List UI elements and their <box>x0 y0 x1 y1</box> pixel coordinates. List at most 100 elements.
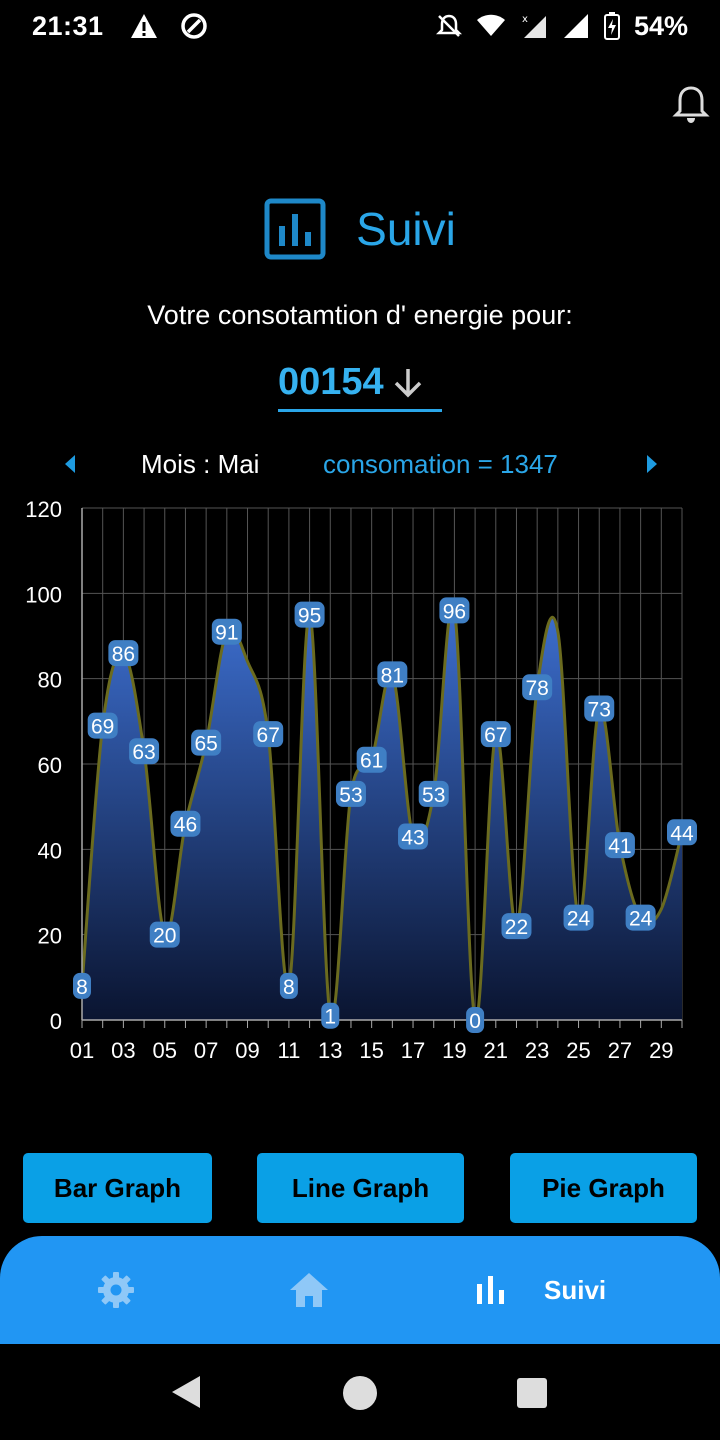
data-label-bg <box>108 640 139 667</box>
data-label: 8 <box>76 976 88 999</box>
data-label-bg <box>170 810 201 837</box>
status-bar: 21:31 x 54% <box>0 0 720 52</box>
page-title: Suivi <box>356 203 456 255</box>
nav-suivi-label: Suivi <box>544 1274 607 1305</box>
month-label: Mois : Mai <box>141 449 260 479</box>
data-label-bg <box>253 721 284 748</box>
data-label: 20 <box>153 925 176 948</box>
arrow-down-icon <box>394 368 421 397</box>
data-label: 96 <box>443 600 466 623</box>
nav-home[interactable] <box>288 1236 330 1344</box>
meter-value: 00154 <box>278 361 384 403</box>
bar-chart-icon <box>477 1276 504 1304</box>
svg-text:x: x <box>522 14 528 25</box>
home-circle-icon[interactable] <box>341 1374 379 1412</box>
data-label-bg <box>604 832 635 859</box>
x-tick-label: 19 <box>442 1038 466 1063</box>
data-saver-icon <box>180 13 207 39</box>
series-area <box>82 605 682 1022</box>
data-label-bg <box>335 780 366 807</box>
data-label: 67 <box>484 724 507 747</box>
system-navigation-bar <box>0 1344 720 1440</box>
previous-month-icon[interactable] <box>60 453 82 475</box>
y-tick-label: 0 <box>50 1009 62 1034</box>
data-label-bg <box>501 913 532 940</box>
page-title-row: Suivi <box>0 198 720 260</box>
battery-charging-icon <box>603 12 620 40</box>
subtitle: Votre consotamtion d' energie pour: <box>147 300 573 330</box>
x-tick-label: 21 <box>484 1038 508 1063</box>
data-label-bg <box>418 780 449 807</box>
y-tick-label: 100 <box>25 582 62 607</box>
x-tick-label: 07 <box>194 1038 218 1063</box>
data-label: 95 <box>298 605 321 628</box>
x-tick-label: 29 <box>649 1038 673 1063</box>
recents-icon[interactable] <box>516 1377 548 1409</box>
bar-graph-button[interactable]: Bar Graph <box>23 1153 212 1223</box>
consumption-total: consomation = 1347 <box>323 449 558 479</box>
data-label-bg <box>191 729 222 756</box>
line-graph-button[interactable]: Line Graph <box>257 1153 464 1223</box>
pie-graph-button[interactable]: Pie Graph <box>510 1153 697 1223</box>
battery-percent: 54% <box>633 10 688 41</box>
x-tick-label: 23 <box>525 1038 549 1063</box>
x-tick-label: 17 <box>401 1038 425 1063</box>
gear-icon <box>98 1272 134 1308</box>
x-tick-label: 05 <box>153 1038 177 1063</box>
status-left-icons <box>130 12 208 40</box>
data-label: 41 <box>608 835 631 858</box>
x-tick-label: 09 <box>235 1038 259 1063</box>
data-label: 43 <box>401 827 424 850</box>
data-label-bg <box>294 601 325 628</box>
warning-icon <box>130 14 157 38</box>
data-label-bg <box>584 695 615 722</box>
data-label: 8 <box>283 976 295 999</box>
data-label-bg <box>398 823 429 850</box>
x-tick-label: 03 <box>111 1038 135 1063</box>
x-tick-label: 01 <box>70 1038 94 1063</box>
data-label: 65 <box>194 733 217 756</box>
data-label-bg <box>356 746 387 773</box>
bottom-navigation: Suivi <box>0 1236 720 1344</box>
data-label-bg <box>522 674 553 701</box>
data-label: 63 <box>132 741 155 764</box>
data-label: 0 <box>469 1010 481 1033</box>
data-label-bg <box>129 738 160 765</box>
data-label-bg <box>466 1007 485 1033</box>
data-label: 53 <box>339 784 362 807</box>
data-label-bg <box>73 972 91 999</box>
meter-dropdown[interactable]: 00154 <box>278 356 442 412</box>
notifications-off-icon <box>435 14 462 37</box>
next-month-icon[interactable] <box>640 453 662 475</box>
data-label: 81 <box>381 664 404 687</box>
data-label: 24 <box>567 908 591 931</box>
data-label-bg <box>480 721 511 748</box>
y-tick-label: 20 <box>38 924 62 949</box>
wifi-icon <box>476 14 505 36</box>
status-time: 21:31 <box>32 10 104 41</box>
data-label: 73 <box>588 699 611 722</box>
month-row: Mois : Mai consomation = 1347 <box>0 445 720 485</box>
y-tick-label: 60 <box>38 753 62 778</box>
bar-chart-icon <box>264 198 326 260</box>
data-label: 86 <box>112 643 135 666</box>
bell-icon[interactable] <box>670 84 712 126</box>
data-label-bg <box>211 618 242 645</box>
data-label: 53 <box>422 784 445 807</box>
data-label-bg <box>321 1002 340 1029</box>
data-label-bg <box>667 819 697 846</box>
x-tick-label: 11 <box>277 1038 300 1063</box>
x-tick-label: 15 <box>359 1038 383 1063</box>
y-tick-label: 80 <box>38 668 62 693</box>
back-icon[interactable] <box>170 1374 202 1410</box>
nav-settings[interactable] <box>96 1236 136 1344</box>
data-label-bg <box>625 904 656 931</box>
signal-icon <box>563 14 588 38</box>
data-label: 67 <box>257 724 280 747</box>
nav-suivi[interactable]: Suivi <box>474 1236 606 1344</box>
status-right-icons: x 54% <box>435 10 688 42</box>
x-tick-label: 13 <box>318 1038 342 1063</box>
data-label-bg <box>377 661 408 688</box>
signal-no-sim-icon: x <box>522 14 546 38</box>
